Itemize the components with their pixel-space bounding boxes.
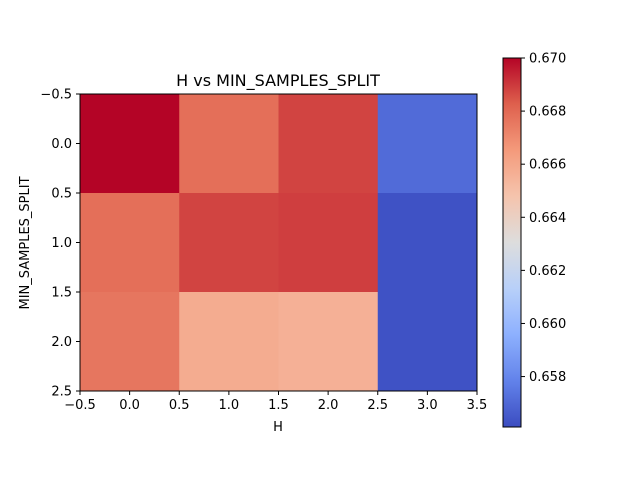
heatmap-cell xyxy=(80,94,180,194)
heatmap-cell xyxy=(377,292,478,392)
x-tick-label: 2.5 xyxy=(367,398,388,413)
x-tick-label: 3.5 xyxy=(467,398,488,413)
colorbar xyxy=(502,57,522,428)
heatmap-cell xyxy=(179,94,279,194)
colorbar-tick-label: 0.664 xyxy=(529,211,566,226)
x-tick-label: 1.0 xyxy=(219,398,240,413)
heatmap-cell xyxy=(377,193,478,293)
heatmap-cell xyxy=(278,292,379,392)
x-tick-label: −0.5 xyxy=(64,398,96,413)
x-tick-label: 3.0 xyxy=(417,398,438,413)
y-tick-label: 1.0 xyxy=(51,236,72,251)
x-axis-label: H xyxy=(273,420,283,435)
y-tick-label: 0.0 xyxy=(51,137,72,152)
heatmap-cell xyxy=(179,193,279,293)
y-tick-label: 2.5 xyxy=(51,385,72,400)
heatmap-cell xyxy=(80,193,180,293)
x-tick-label: 1.5 xyxy=(268,398,289,413)
heatmap-cell xyxy=(278,94,379,194)
y-tick-label: −0.5 xyxy=(40,88,72,103)
x-tick-label: 2.0 xyxy=(318,398,339,413)
x-axis-ticks: −0.5 0.0 0.5 1.0 1.5 2.0 2.5 3.0 3.5 xyxy=(64,391,487,413)
colorbar-ticks: 0.658 0.660 0.662 0.664 0.666 0.668 0.670 xyxy=(521,52,566,385)
colorbar-tick-label: 0.670 xyxy=(529,52,566,67)
colorbar-tick-label: 0.666 xyxy=(529,158,566,173)
y-axis-label: MIN_SAMPLES_SPLIT xyxy=(18,176,33,309)
heatmap-cell xyxy=(179,292,279,392)
chart-title: H vs MIN_SAMPLES_SPLIT xyxy=(176,71,380,91)
colorbar-tick-label: 0.660 xyxy=(529,317,566,332)
heatmap-cells xyxy=(80,94,478,392)
colorbar-tick-label: 0.658 xyxy=(529,370,566,385)
x-tick-label: 0.0 xyxy=(119,398,140,413)
colorbar-tick-label: 0.668 xyxy=(529,105,566,120)
colorbar-tick-label: 0.662 xyxy=(529,264,566,279)
y-axis-ticks: −0.5 0.0 0.5 1.0 1.5 2.0 2.5 xyxy=(40,88,80,400)
heatmap-cell xyxy=(377,94,478,194)
y-tick-label: 0.5 xyxy=(51,187,72,202)
x-tick-label: 0.5 xyxy=(169,398,190,413)
heatmap-cell xyxy=(278,193,379,293)
y-tick-label: 1.5 xyxy=(51,286,72,301)
heatmap-cell xyxy=(80,292,180,392)
y-tick-label: 2.0 xyxy=(51,335,72,350)
